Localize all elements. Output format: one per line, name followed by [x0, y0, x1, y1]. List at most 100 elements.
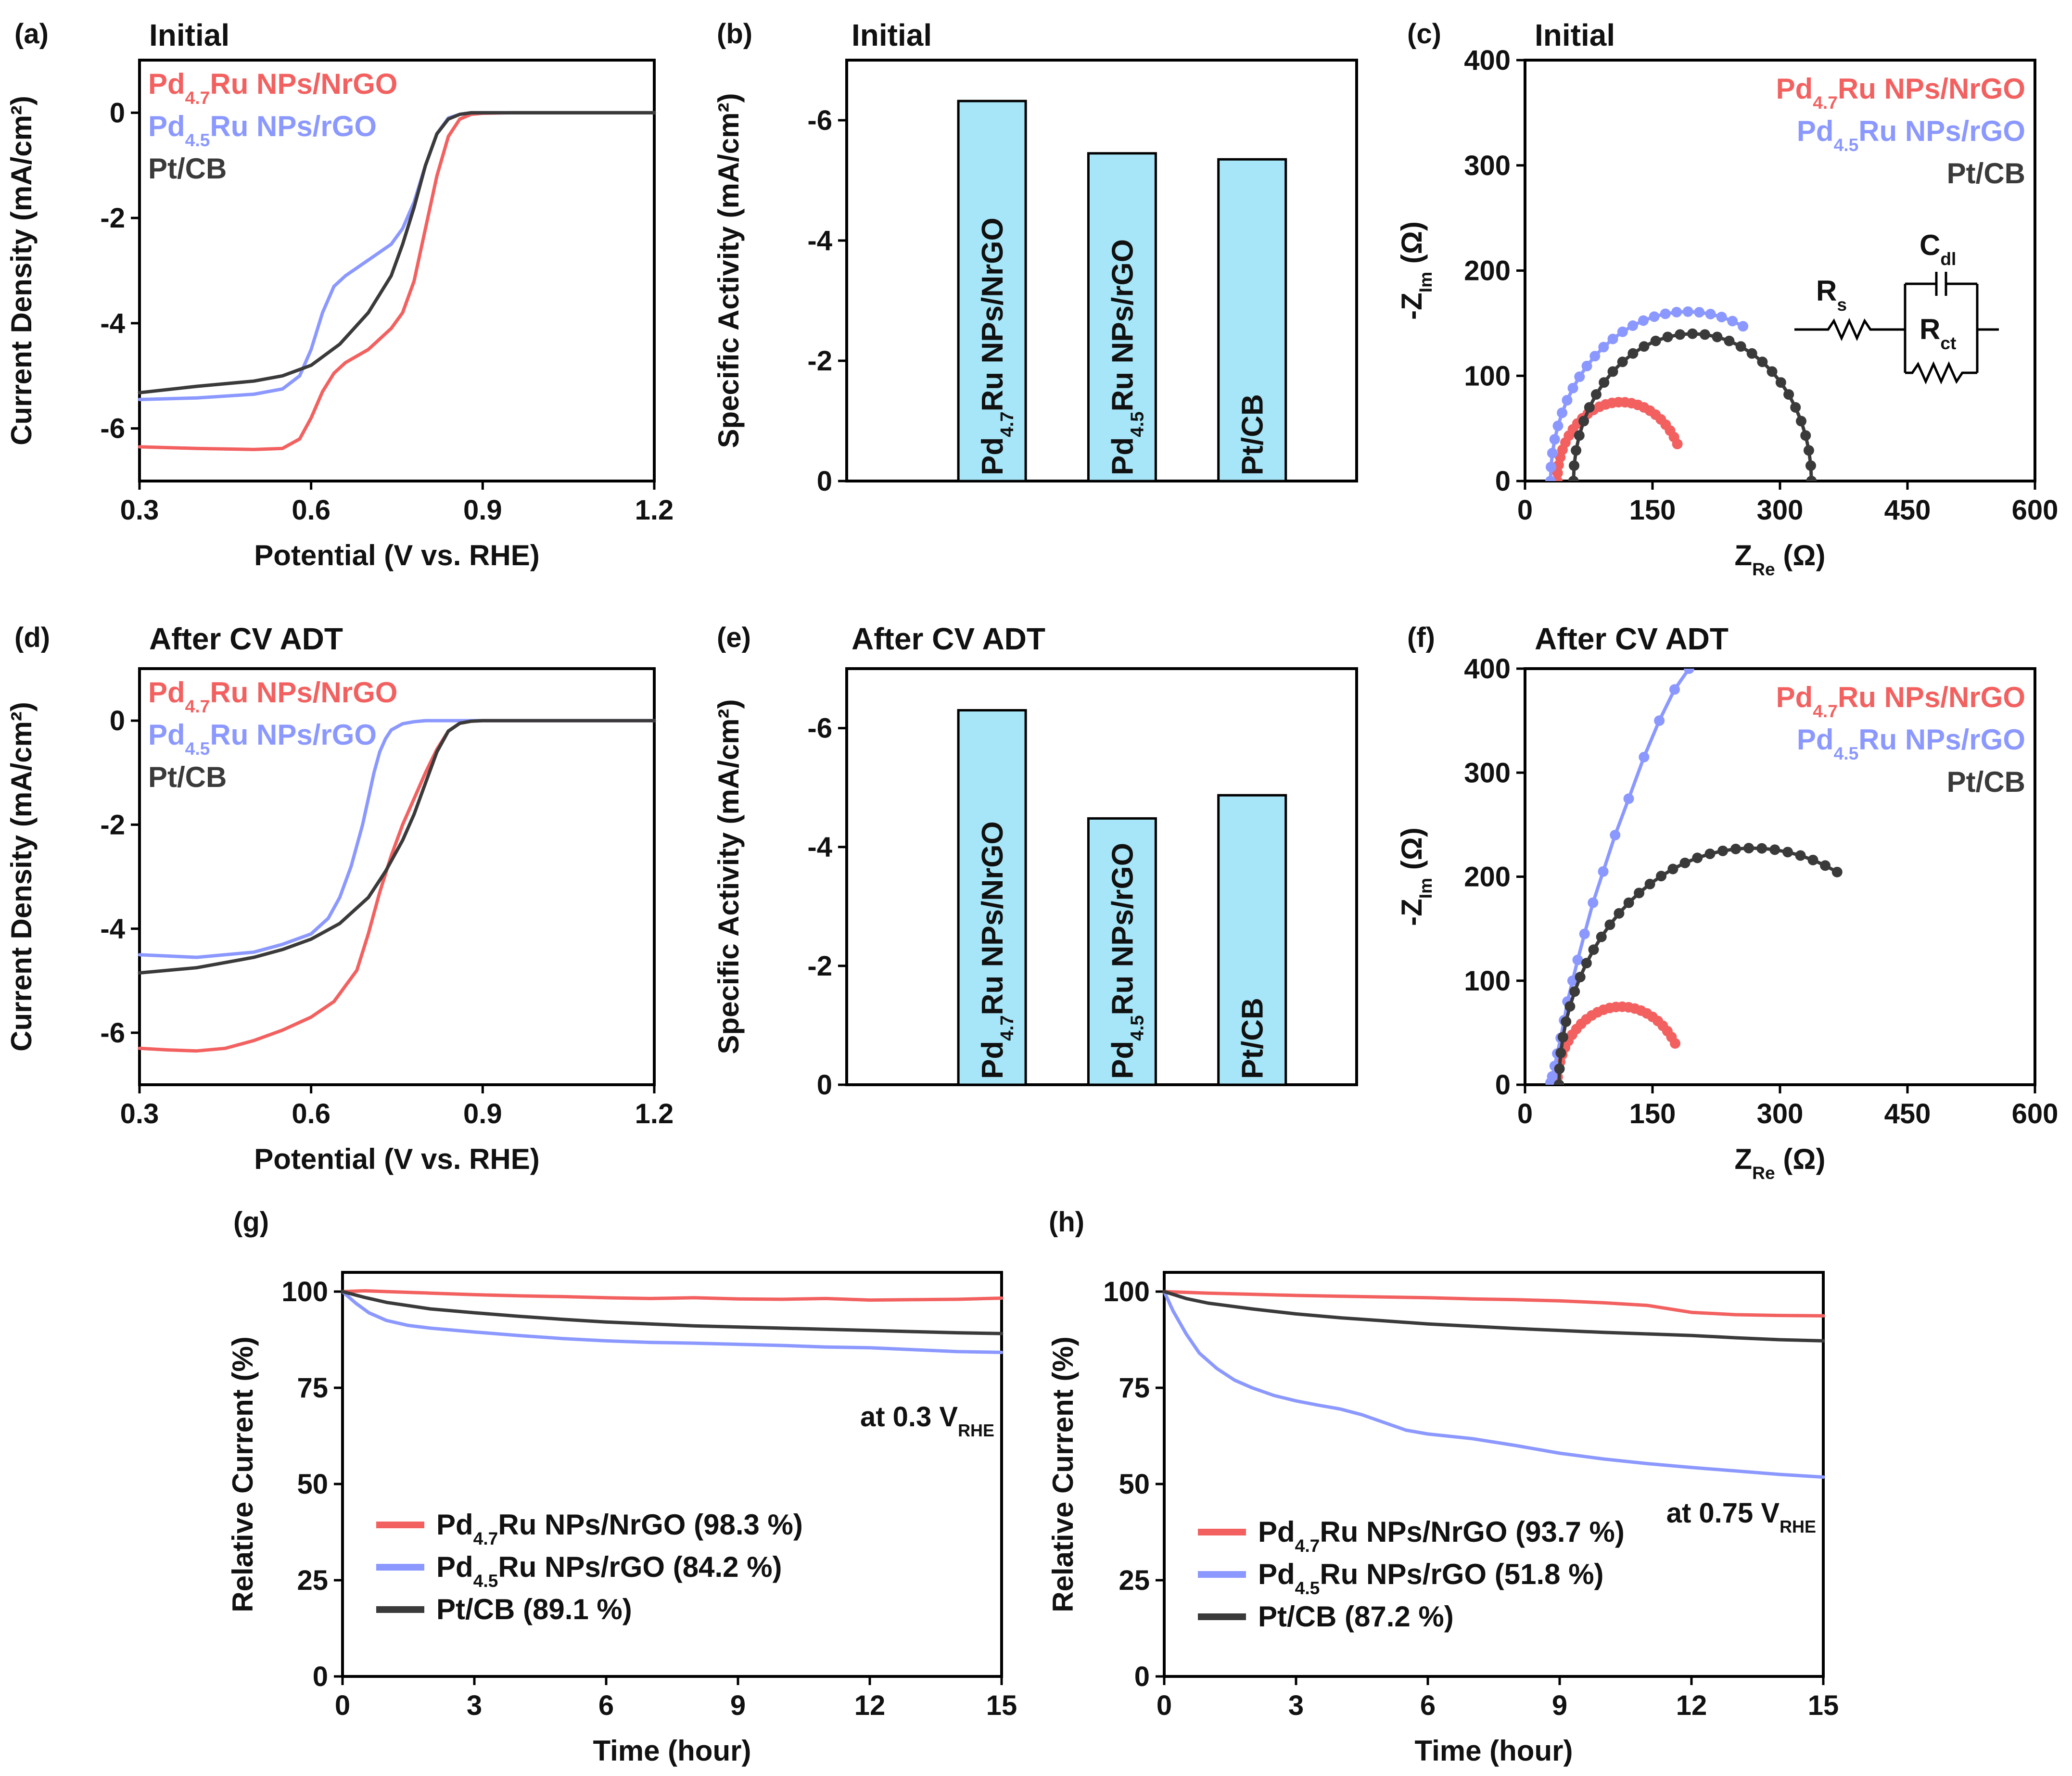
- data-point: [1704, 849, 1716, 860]
- bar-label: Pd4.5Ru NPs/rGO: [1106, 843, 1147, 1079]
- y-tick-label: 50: [1119, 1469, 1150, 1500]
- data-point: [1735, 341, 1746, 352]
- x-tick-label: 1.2: [635, 495, 674, 526]
- x-tick-label: 450: [1884, 1098, 1931, 1129]
- y-tick-label: 0: [110, 97, 125, 128]
- data-point: [1757, 356, 1768, 368]
- data-point: [1805, 460, 1817, 471]
- data-point: [1716, 312, 1727, 323]
- series-line: [1162, 1290, 1825, 1479]
- bar-label: Pd4.7Ru NPs/NrGO: [976, 217, 1017, 475]
- x-axis-title: Potential (V vs. RHE): [254, 1143, 539, 1175]
- data-point: [1581, 958, 1592, 969]
- y-tick-label: -4: [100, 913, 125, 945]
- x-tick-label: 300: [1757, 495, 1804, 526]
- data-point: [1568, 476, 1579, 481]
- data-point: [1578, 416, 1589, 427]
- data-point: [1682, 306, 1693, 317]
- equivalent-circuit: [1794, 272, 1999, 385]
- data-point: [1730, 843, 1741, 854]
- data-point: [1627, 320, 1639, 331]
- y-tick-label: -4: [807, 832, 832, 863]
- panel-label: (e): [717, 622, 751, 653]
- legend-entry: Pt/CB (89.1 %): [436, 1593, 632, 1625]
- x-axis-title: Potential (V vs. RHE): [254, 539, 539, 571]
- y-tick-label: -2: [100, 203, 125, 234]
- legend-entry: Pd4.5Ru NPs/rGO: [148, 110, 377, 150]
- data-point: [1699, 329, 1710, 340]
- panel-label: (b): [717, 18, 752, 50]
- data-point: [1717, 845, 1729, 856]
- y-tick-label: 0: [110, 705, 125, 736]
- data-point: [1650, 335, 1661, 346]
- y-axis-title: -ZIm (Ω): [1396, 827, 1436, 926]
- data-point: [1712, 331, 1723, 343]
- legend-entry: Pt/CB: [1947, 766, 2025, 798]
- circuit-label-rs: Rs: [1816, 275, 1847, 315]
- x-tick-label: 0.9: [463, 495, 502, 526]
- y-tick-label: -2: [100, 809, 125, 840]
- plot-frame: [138, 59, 656, 482]
- x-tick-label: 12: [854, 1690, 886, 1721]
- x-tick-label: 0.3: [120, 1098, 159, 1129]
- data-point: [1820, 860, 1831, 871]
- series-line: [1162, 1290, 1825, 1318]
- data-point: [1644, 878, 1655, 889]
- series-line: [341, 1290, 1004, 1354]
- data-point: [1803, 445, 1814, 456]
- legend-entry: Pt/CB: [148, 152, 227, 185]
- data-point: [1639, 751, 1650, 762]
- x-tick-label: 0: [1157, 1690, 1172, 1721]
- resistor-rct: [1905, 361, 1977, 385]
- y-tick-label: 0: [1134, 1661, 1150, 1692]
- y-axis-title: -ZIm (Ω): [1396, 221, 1436, 320]
- data-point: [1569, 460, 1580, 471]
- data-point: [1610, 830, 1621, 840]
- circuit-label-cdl: Cdl: [1919, 229, 1956, 269]
- x-tick-label: 6: [598, 1690, 614, 1721]
- data-point: [1669, 1038, 1680, 1049]
- x-tick-label: 300: [1757, 1098, 1804, 1129]
- y-tick-label: -2: [807, 951, 832, 982]
- x-tick-label: 15: [986, 1690, 1017, 1721]
- series-line: [341, 1290, 1004, 1335]
- data-point: [1552, 420, 1564, 431]
- legend-entry: Pd4.5Ru NPs/rGO (51.8 %): [1258, 1558, 1604, 1598]
- data-point: [1743, 843, 1754, 854]
- y-axis-title: Current Density (mA/cm²): [5, 702, 38, 1052]
- panel-title: After CV ADT: [852, 622, 1045, 656]
- data-point: [1607, 366, 1618, 377]
- y-tick-label: 25: [1119, 1565, 1150, 1596]
- data-point: [1553, 1079, 1564, 1085]
- series-line: [1549, 669, 1691, 1085]
- legend-entry: Pd4.5Ru NPs/rGO (84.2 %): [436, 1551, 782, 1591]
- bar-label: Pd4.7Ru NPs/NrGO: [976, 821, 1017, 1079]
- data-point: [1574, 371, 1585, 382]
- y-tick-label: 50: [297, 1469, 328, 1500]
- legend-entry: Pd4.7Ru NPs/NrGO: [148, 68, 397, 108]
- x-tick-label: 0: [1517, 1098, 1533, 1129]
- data-point: [1767, 366, 1778, 377]
- series-line: [138, 111, 656, 394]
- y-tick-label: 0: [817, 466, 832, 497]
- y-tick-label: 0: [1495, 466, 1511, 497]
- plot-frame: [138, 667, 656, 1086]
- data-point: [1807, 854, 1818, 865]
- legend-entry: Pd4.7Ru NPs/NrGO (98.3 %): [436, 1509, 803, 1548]
- x-tick-label: 12: [1676, 1690, 1707, 1721]
- bar-label: Pt/CB: [1236, 998, 1270, 1079]
- x-tick-label: 150: [1629, 495, 1676, 526]
- data-point: [1727, 316, 1738, 327]
- x-tick-label: 15: [1808, 1690, 1839, 1721]
- plot-area: [1545, 306, 1817, 481]
- x-axis-title: ZRe (Ω): [1735, 539, 1826, 579]
- plot-frame: [1163, 1271, 1825, 1678]
- y-tick-label: 75: [1119, 1372, 1150, 1404]
- legend-entry: Pt/CB: [1947, 157, 2025, 190]
- legend-entry: Pd4.7Ru NPs/NrGO: [1776, 681, 2025, 721]
- data-point: [1575, 972, 1586, 983]
- data-point: [1590, 389, 1602, 400]
- y-tick-label: 400: [1464, 653, 1511, 685]
- panel-label: (g): [233, 1206, 269, 1238]
